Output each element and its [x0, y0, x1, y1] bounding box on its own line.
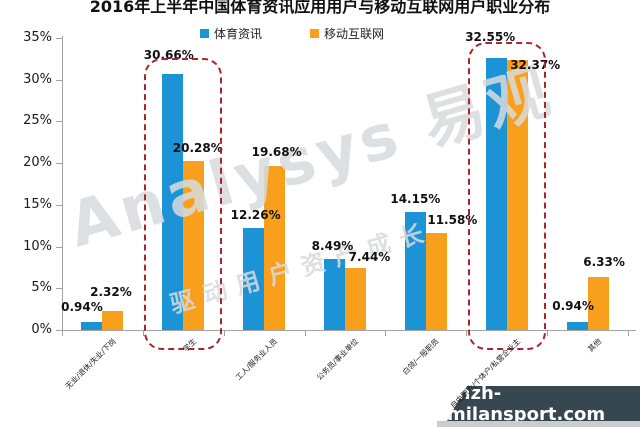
value-label-sports-info-0: 0.94% [61, 300, 103, 315]
value-label-sports-info-5: 32.55% [465, 30, 516, 45]
x-axis-tick [628, 331, 629, 336]
bar-mobile-internet-4 [425, 233, 447, 330]
y-axis-tick [56, 288, 62, 290]
value-label-mobile-internet-0: 2.32% [90, 284, 132, 299]
bar-mobile-internet-1 [183, 160, 205, 330]
x-category-label-6: 其他 [585, 336, 603, 354]
value-label-mobile-internet-1: 20.28% [172, 140, 223, 155]
y-axis-line [62, 36, 63, 331]
highlight-outline-1 [144, 58, 223, 350]
legend-swatch-blue-icon [199, 29, 209, 38]
bar-mobile-internet-5 [506, 59, 528, 330]
x-category-label-2: 工人/服务业人员 [233, 336, 280, 382]
chart-title: 2016年上半年中国体育资讯应用用户与移动互联网用户职业分布 [89, 0, 551, 16]
y-tick-label: 15% [23, 196, 52, 212]
value-label-sports-info-2: 12.26% [230, 207, 281, 222]
bar-sports-info-4 [404, 211, 426, 330]
bar-sports-info-0 [81, 322, 103, 330]
legend-label-mobile-internet: 移动互联网 [324, 27, 385, 41]
x-axis-tick [547, 331, 549, 336]
x-axis-tick [142, 331, 144, 336]
bar-sports-info-2 [243, 227, 265, 330]
bar-sports-info-1 [162, 74, 184, 330]
legend-label-sports-info: 体育资讯 [213, 27, 262, 41]
legend-swatch-orange-icon [310, 29, 319, 38]
legend-item-mobile-internet: 移动互联网 [310, 25, 384, 42]
y-axis-tick [56, 246, 62, 248]
bar-mobile-internet-0 [102, 310, 124, 330]
footer-strip [437, 421, 640, 427]
y-tick-label: 30% [23, 71, 52, 87]
x-axis-tick [223, 331, 225, 336]
bar-mobile-internet-3 [345, 267, 366, 330]
y-tick-label: 5% [31, 280, 52, 296]
x-category-label-0: 无业/退休/失业/下岗 [63, 336, 118, 391]
y-axis-tick [56, 121, 62, 123]
value-label-mobile-internet-6: 6.33% [583, 255, 625, 270]
x-axis-line [62, 330, 636, 331]
value-label-mobile-internet-3: 7.44% [348, 249, 391, 264]
footer-watermark-band: cnzh-milansport.com [447, 386, 640, 421]
bar-mobile-internet-2 [264, 165, 286, 330]
y-axis-tick [56, 163, 62, 165]
y-axis-tick [56, 204, 62, 206]
y-tick-label: 20% [23, 155, 52, 171]
x-axis-tick [62, 331, 63, 336]
x-category-label-4: 白领/一般职员 [400, 336, 441, 377]
x-axis-tick [466, 331, 468, 336]
x-axis-tick [385, 331, 387, 336]
y-tick-label: 10% [23, 238, 52, 254]
value-label-sports-info-4: 14.15% [390, 191, 441, 206]
bar-mobile-internet-6 [587, 277, 609, 330]
value-label-sports-info-6: 0.94% [552, 299, 594, 314]
bar-sports-info-6 [566, 322, 588, 330]
x-axis-tick [304, 331, 306, 336]
y-axis-tick [56, 330, 62, 331]
legend: 体育资讯 移动互联网 [0, 25, 612, 42]
bar-sports-info-5 [485, 58, 507, 330]
y-tick-label: 0% [31, 322, 52, 337]
x-category-label-3: 公务员/事业单位 [314, 336, 361, 382]
value-label-sports-info-3: 8.49% [311, 239, 354, 254]
bar-sports-info-3 [324, 259, 345, 330]
y-tick-label: 35% [23, 30, 52, 45]
legend-item-sports-info: 体育资讯 [199, 25, 262, 42]
value-label-mobile-internet-2: 19.68% [251, 144, 302, 159]
value-label-mobile-internet-4: 11.58% [427, 213, 478, 228]
y-axis-tick [56, 38, 62, 39]
highlight-outline-5 [467, 42, 546, 350]
y-tick-label: 25% [23, 113, 52, 129]
y-axis-tick [56, 79, 62, 81]
value-label-mobile-internet-5: 32.37% [510, 57, 561, 72]
